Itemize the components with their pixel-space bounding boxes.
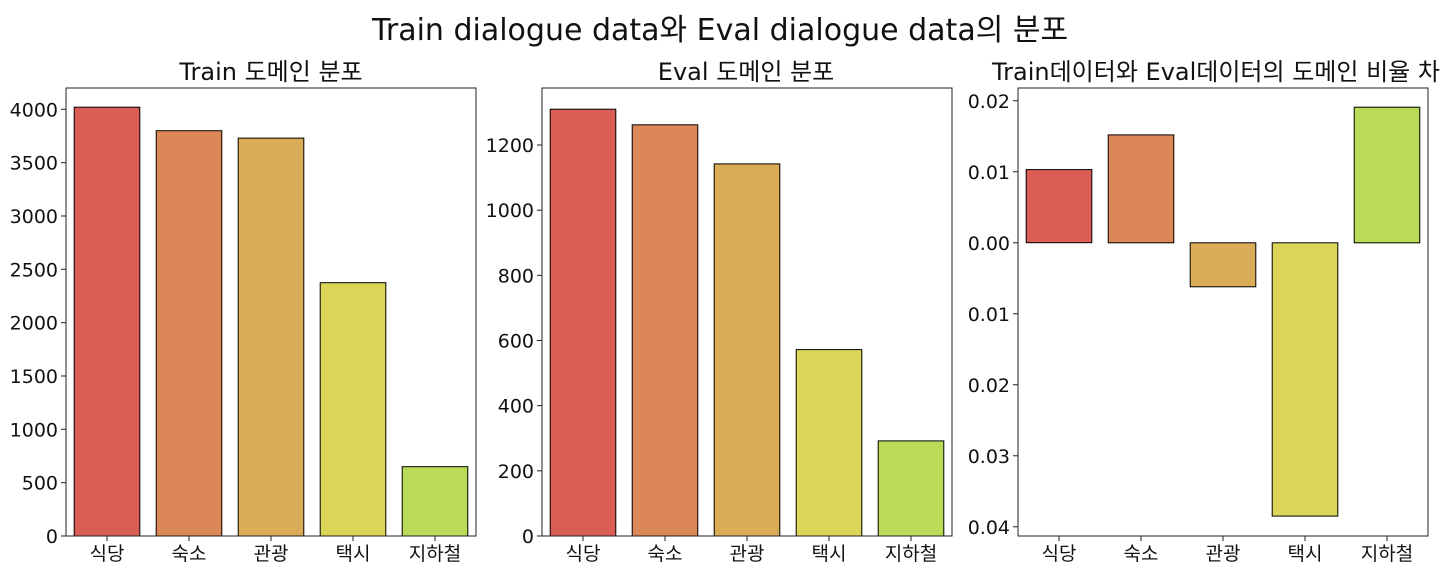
train-domain-chart: Train 도메인 분포 0 500 1000 1500 2000 2500 3000 350… <box>10 58 477 565</box>
x-tick-label: 지하철 <box>885 543 937 565</box>
y-tick-label: 0.03 <box>968 446 1010 468</box>
bar-4 <box>795 349 863 537</box>
x-tick-label: 숙소 <box>172 543 207 565</box>
bar-1 <box>73 106 141 537</box>
x-tick-label: 택시 <box>1288 543 1323 565</box>
x-tick-label: 관광 <box>254 543 289 565</box>
chart-title: Train 도메인 분포 <box>178 58 362 86</box>
y-tick-label: 0 <box>522 526 534 548</box>
bar-2 <box>155 130 223 537</box>
bar-3 <box>1189 242 1257 288</box>
y-tick-label: 2500 <box>10 259 58 281</box>
y-tick-label: 800 <box>498 265 534 287</box>
x-tick-label: 택시 <box>336 543 371 565</box>
x-tick-label: 관광 <box>1206 543 1241 565</box>
bar-3 <box>713 163 781 537</box>
y-tick-label: 200 <box>498 461 534 483</box>
figure-title: Train dialogue data와 Eval dialogue data의… <box>371 13 1068 48</box>
chart-title: Train데이터와 Eval데이터의 도메인 비율 차(% <box>991 58 1440 86</box>
y-tick-label: 0.02 <box>968 375 1010 397</box>
bar-4 <box>319 282 387 537</box>
y-tick-label: 1200 <box>486 135 534 157</box>
y-tick-label: 4000 <box>10 99 58 121</box>
x-tick-label: 지하철 <box>409 543 461 565</box>
x-tick-label: 식당 <box>566 543 601 565</box>
y-tick-label: 2000 <box>10 313 58 335</box>
bar-4 <box>1271 242 1339 517</box>
bar-1 <box>549 108 617 537</box>
y-tick-label: 3500 <box>10 153 58 175</box>
y-tick-label: 0.02 <box>968 91 1010 113</box>
bar-3 <box>237 137 305 537</box>
y-tick-label: 1500 <box>10 366 58 388</box>
eval-domain-chart: Eval 도메인 분포 0 200 400 600 800 1000 1200 식당 숙소 관광 택… <box>486 58 953 565</box>
bar-2 <box>1107 134 1175 244</box>
y-tick-label: 0.01 <box>968 162 1010 184</box>
bar-5 <box>877 440 945 537</box>
x-tick-label: 숙소 <box>1124 543 1159 565</box>
y-tick-label: 0.01 <box>968 304 1010 326</box>
bar-5 <box>401 466 469 537</box>
y-tick-label: 1000 <box>10 419 58 441</box>
y-tick-label: 0.00 <box>968 233 1010 255</box>
bar-2 <box>631 124 699 537</box>
chart-title: Eval 도메인 분포 <box>658 58 834 86</box>
x-tick-label: 택시 <box>812 543 847 565</box>
bar-1 <box>1025 169 1093 244</box>
x-tick-label: 관광 <box>730 543 765 565</box>
y-tick-label: 400 <box>498 396 534 418</box>
y-tick-label: 0.04 <box>968 517 1010 539</box>
y-tick-label: 500 <box>22 473 58 495</box>
y-tick-label: 3000 <box>10 206 58 228</box>
y-tick-label: 1000 <box>486 200 534 222</box>
bar-5 <box>1353 106 1421 244</box>
x-tick-label: 숙소 <box>648 543 683 565</box>
x-tick-label: 식당 <box>1042 543 1077 565</box>
x-tick-label: 지하철 <box>1361 543 1413 565</box>
y-tick-label: 0 <box>46 526 58 548</box>
x-tick-label: 식당 <box>90 543 125 565</box>
y-tick-label: 600 <box>498 331 534 353</box>
ratio-difference-chart: Train데이터와 Eval데이터의 도메인 비율 차(% 0.02 0.01 0.… <box>968 58 1440 565</box>
